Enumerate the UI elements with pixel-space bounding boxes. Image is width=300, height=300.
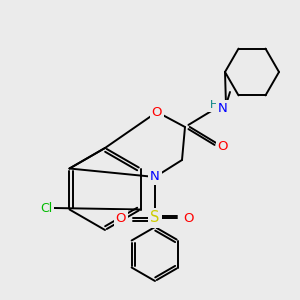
Text: O: O	[184, 212, 194, 224]
Text: O: O	[116, 212, 126, 224]
Text: H: H	[210, 100, 218, 110]
Text: S: S	[150, 211, 160, 226]
Text: N: N	[218, 101, 228, 115]
Text: Cl: Cl	[40, 202, 52, 214]
Text: N: N	[150, 170, 160, 184]
Text: O: O	[152, 106, 162, 118]
Text: O: O	[218, 140, 228, 154]
